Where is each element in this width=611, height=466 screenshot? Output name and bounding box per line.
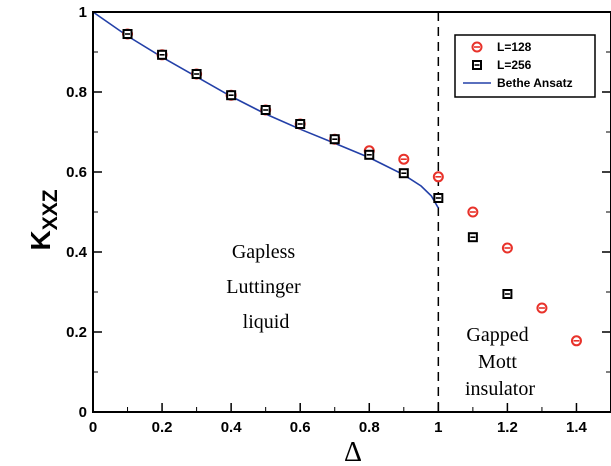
point-l256 xyxy=(502,289,513,299)
annotation-gapped-line: insulator xyxy=(465,378,535,400)
legend: L=128 L=256 Bethe Ansatz xyxy=(454,34,596,98)
point-l128 xyxy=(467,206,479,218)
x-tick-label: 1 xyxy=(434,419,442,436)
x-tick-label: 0.6 xyxy=(290,419,311,436)
x-tick-label: 1.2 xyxy=(497,419,518,436)
point-l128 xyxy=(432,171,444,183)
x-tick-label: 0 xyxy=(89,419,97,436)
legend-marker-l256 xyxy=(472,60,482,70)
y-tick-label: 0.8 xyxy=(66,84,87,101)
x-tick-label: 0.2 xyxy=(152,419,173,436)
point-l256 xyxy=(364,149,375,160)
annotation-gapped-line: Gapped xyxy=(466,324,528,346)
y-tick-label: 0.2 xyxy=(66,324,87,341)
x-tick-label: 0.8 xyxy=(359,419,380,436)
legend-label: Bethe Ansatz xyxy=(497,76,573,90)
annotation-gapless: Gapless Luttinger liquid xyxy=(226,241,305,333)
y-tick-label: 0.4 xyxy=(66,244,88,261)
annotation-gapless-line: Luttinger xyxy=(226,276,301,298)
annotation-gapped-line: Mott xyxy=(478,351,517,373)
point-l128 xyxy=(398,153,410,165)
legend-markers xyxy=(463,41,491,84)
annotation-gapless-line: liquid xyxy=(243,311,290,333)
series-layer xyxy=(92,11,582,347)
y-tick-label: 0.6 xyxy=(66,164,87,181)
point-l256 xyxy=(329,134,340,145)
point-l256 xyxy=(157,49,168,60)
point-l256 xyxy=(260,105,271,115)
legend-label: L=256 xyxy=(497,58,532,72)
x-axis-title: Δ xyxy=(344,437,362,466)
point-l256 xyxy=(122,29,133,39)
y-axis-title: KXXZ xyxy=(25,189,62,250)
annotation-gapped: Gapped Mott insulator xyxy=(465,324,535,400)
legend-marker-l128 xyxy=(471,41,483,53)
y-axis-title-sub: XXZ xyxy=(39,189,62,230)
point-l128 xyxy=(570,335,582,347)
x-tick-label: 1.4 xyxy=(566,419,588,436)
point-l256 xyxy=(433,193,444,203)
point-l128 xyxy=(536,302,548,314)
point-l256 xyxy=(295,119,306,129)
y-tick-label: 1 xyxy=(79,4,87,21)
x-tick-label: 0.4 xyxy=(221,419,243,436)
point-l256 xyxy=(191,69,202,79)
y-tick-label: 0 xyxy=(79,404,87,421)
plot-frame xyxy=(92,11,611,413)
y-axis-title-main: K xyxy=(25,230,56,250)
legend-label: L=128 xyxy=(497,40,532,54)
point-l256 xyxy=(398,168,409,179)
point-l128 xyxy=(501,242,513,254)
annotation-gapless-line: Gapless xyxy=(232,241,296,263)
point-l256 xyxy=(226,90,237,101)
point-l256 xyxy=(467,232,478,243)
